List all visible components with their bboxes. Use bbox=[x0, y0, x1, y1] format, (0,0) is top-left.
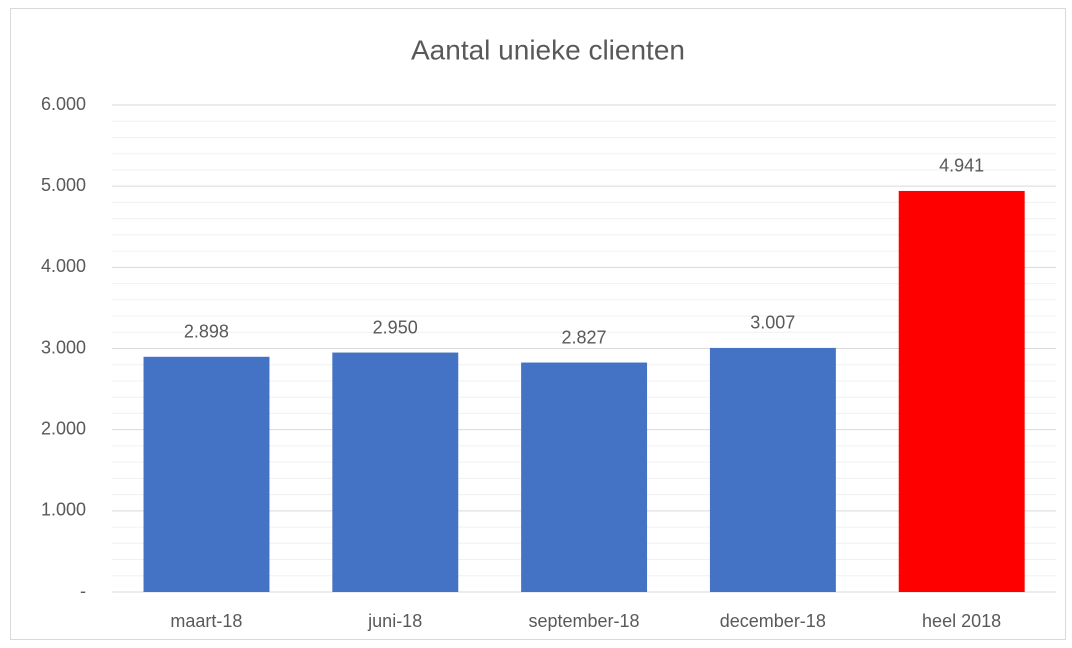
bar bbox=[332, 352, 459, 592]
chart-title: Aantal unieke clienten bbox=[411, 34, 685, 65]
x-tick-label: maart-18 bbox=[170, 611, 242, 631]
y-tick-label: 5.000 bbox=[41, 175, 86, 195]
data-label: 2.827 bbox=[561, 327, 606, 347]
bar bbox=[898, 190, 1025, 592]
data-label: 2.950 bbox=[373, 317, 418, 337]
y-tick-label: 1.000 bbox=[41, 500, 86, 520]
data-label: 3.007 bbox=[750, 313, 795, 333]
bar bbox=[521, 362, 648, 592]
bar bbox=[143, 356, 270, 592]
y-tick-label: - bbox=[80, 581, 86, 601]
x-tick-label: december-18 bbox=[720, 611, 826, 631]
y-tick-label: 2.000 bbox=[41, 418, 86, 438]
x-tick-label: juni-18 bbox=[367, 611, 422, 631]
data-label: 4.941 bbox=[939, 156, 984, 176]
x-tick-label: september-18 bbox=[528, 611, 639, 631]
x-tick-label: heel 2018 bbox=[922, 611, 1001, 631]
data-label: 2.898 bbox=[184, 322, 229, 342]
y-tick-label: 4.000 bbox=[41, 256, 86, 276]
y-tick-label: 3.000 bbox=[41, 337, 86, 357]
bar bbox=[709, 347, 836, 592]
y-tick-label: 6.000 bbox=[41, 94, 86, 114]
